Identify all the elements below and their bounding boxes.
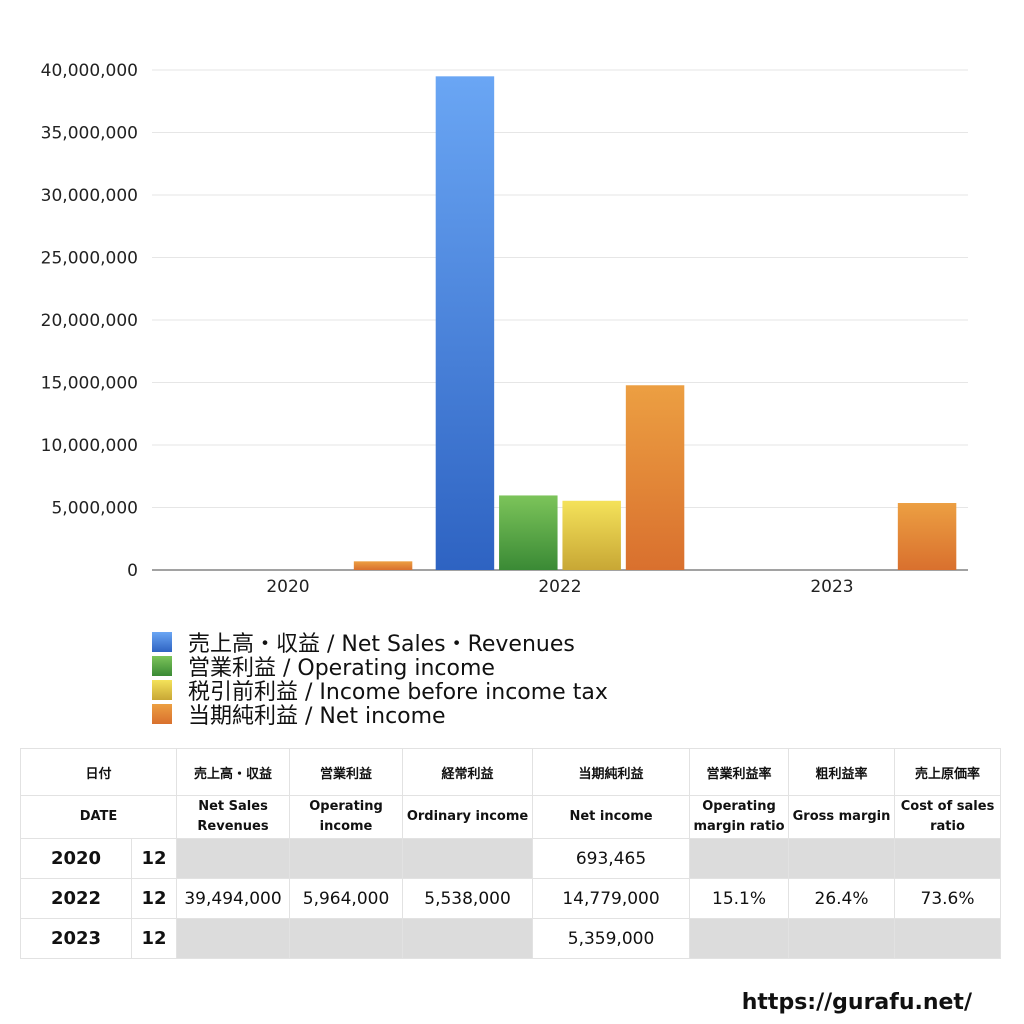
bar-chart: 0 5,000,000 10,000,000 15,000,000 20,000,000… xyxy=(41,61,968,597)
bar xyxy=(435,76,495,570)
table-cell xyxy=(176,918,291,959)
bar xyxy=(499,495,558,570)
bar xyxy=(897,503,957,570)
table-header-cell: 当期純利益 xyxy=(532,748,691,796)
table-header-cell: Cost of sales ratio xyxy=(894,795,1002,839)
bar xyxy=(353,561,413,570)
table-header-cell: Net Sales Revenues xyxy=(176,795,291,839)
y-tick-label: 35,000,000 xyxy=(41,124,138,144)
table-row: 2020 12 693,465 xyxy=(20,838,1002,879)
legend-item-operating-income: 営業利益 / Operating income xyxy=(152,654,608,681)
table-month-cell: 12 xyxy=(130,878,178,919)
legend-swatch-net-sales xyxy=(152,632,172,652)
table-row: 2023 12 5,359,000 xyxy=(20,918,1002,959)
table-cell xyxy=(689,838,790,879)
table-header-cell: Operating margin ratio xyxy=(689,795,790,839)
table-header-jp-row: 日付 売上高・収益 営業利益 経常利益 当期純利益 営業利益率 粗利益率 売上原… xyxy=(19,748,1002,796)
table-cell: 14,779,000 xyxy=(532,878,691,919)
legend-swatch-income-before-tax xyxy=(152,680,172,700)
y-tick-label: 0 xyxy=(127,561,138,581)
table-header-cell: Operating income xyxy=(289,795,404,839)
table-cell xyxy=(894,918,1002,959)
table-header-cell: 営業利益 xyxy=(289,748,404,796)
legend-item-net-sales: 売上高・収益 / Net Sales・Revenues xyxy=(152,630,608,657)
table-header-cell: Gross margin xyxy=(788,795,896,839)
legend-item-net-income: 当期純利益 / Net income xyxy=(152,702,608,729)
table-header-cell: 日付 xyxy=(19,748,178,796)
table-cell: 5,538,000 xyxy=(402,878,534,919)
x-tick-label: 2022 xyxy=(538,577,581,597)
table-header-cell: Ordinary income xyxy=(402,795,534,839)
table-cell xyxy=(689,918,790,959)
table-month-cell: 12 xyxy=(130,838,178,879)
legend-item-income-before-tax: 税引前利益 / Income before income tax xyxy=(152,678,608,705)
table-year-cell: 2020 xyxy=(20,838,132,879)
table-header-en-row: DATE Net Sales Revenues Operating income… xyxy=(19,795,1002,839)
financial-table: 日付 売上高・収益 営業利益 経常利益 当期純利益 営業利益率 粗利益率 売上原… xyxy=(19,748,1002,959)
table-cell: 5,964,000 xyxy=(289,878,404,919)
table-header-cell: 売上原価率 xyxy=(894,748,1002,796)
y-tick-label: 10,000,000 xyxy=(41,436,138,456)
legend-swatch-net-income xyxy=(152,704,172,724)
table-header-cell: DATE xyxy=(19,795,178,839)
y-tick-label: 25,000,000 xyxy=(41,249,138,269)
table-cell xyxy=(289,838,404,879)
table-header-cell: Net income xyxy=(532,795,691,839)
table-cell: 5,359,000 xyxy=(532,918,691,959)
y-tick-label: 20,000,000 xyxy=(41,311,138,331)
table-cell xyxy=(788,838,896,879)
table-cell xyxy=(402,838,534,879)
table-header-cell: 営業利益率 xyxy=(689,748,790,796)
site-url: https://gurafu.net/ xyxy=(741,990,972,1015)
legend-label: 営業利益 / Operating income xyxy=(188,656,495,681)
y-tick-label: 40,000,000 xyxy=(41,61,138,81)
legend-label: 当期純利益 / Net income xyxy=(188,704,446,729)
table-cell: 15.1% xyxy=(689,878,790,919)
table-header-cell: 売上高・収益 xyxy=(176,748,291,796)
x-tick-label: 2023 xyxy=(810,577,853,597)
table-cell: 73.6% xyxy=(894,878,1002,919)
table-cell: 26.4% xyxy=(788,878,896,919)
table-year-cell: 2022 xyxy=(20,878,132,919)
bar xyxy=(625,385,685,570)
table-cell xyxy=(289,918,404,959)
table-cell xyxy=(176,838,291,879)
y-tick-label: 5,000,000 xyxy=(51,499,138,519)
legend-label: 税引前利益 / Income before income tax xyxy=(188,680,608,705)
table-header-cell: 経常利益 xyxy=(402,748,534,796)
bar xyxy=(562,500,621,570)
chart-legend: 売上高・収益 / Net Sales・Revenues 営業利益 / Opera… xyxy=(152,630,608,729)
table-cell: 39,494,000 xyxy=(176,878,291,919)
y-tick-label: 15,000,000 xyxy=(41,374,138,394)
table-cell xyxy=(894,838,1002,879)
y-tick-label: 30,000,000 xyxy=(41,186,138,206)
legend-label: 売上高・収益 / Net Sales・Revenues xyxy=(188,632,575,657)
legend-swatch-operating-income xyxy=(152,656,172,676)
table-cell xyxy=(788,918,896,959)
x-tick-label: 2020 xyxy=(266,577,309,597)
table-year-cell: 2023 xyxy=(20,918,132,959)
table-month-cell: 12 xyxy=(130,918,178,959)
table-cell xyxy=(402,918,534,959)
table-cell: 693,465 xyxy=(532,838,691,879)
table-header-cell: 粗利益率 xyxy=(788,748,896,796)
table-row: 2022 12 39,494,000 5,964,000 5,538,000 1… xyxy=(20,878,1002,919)
